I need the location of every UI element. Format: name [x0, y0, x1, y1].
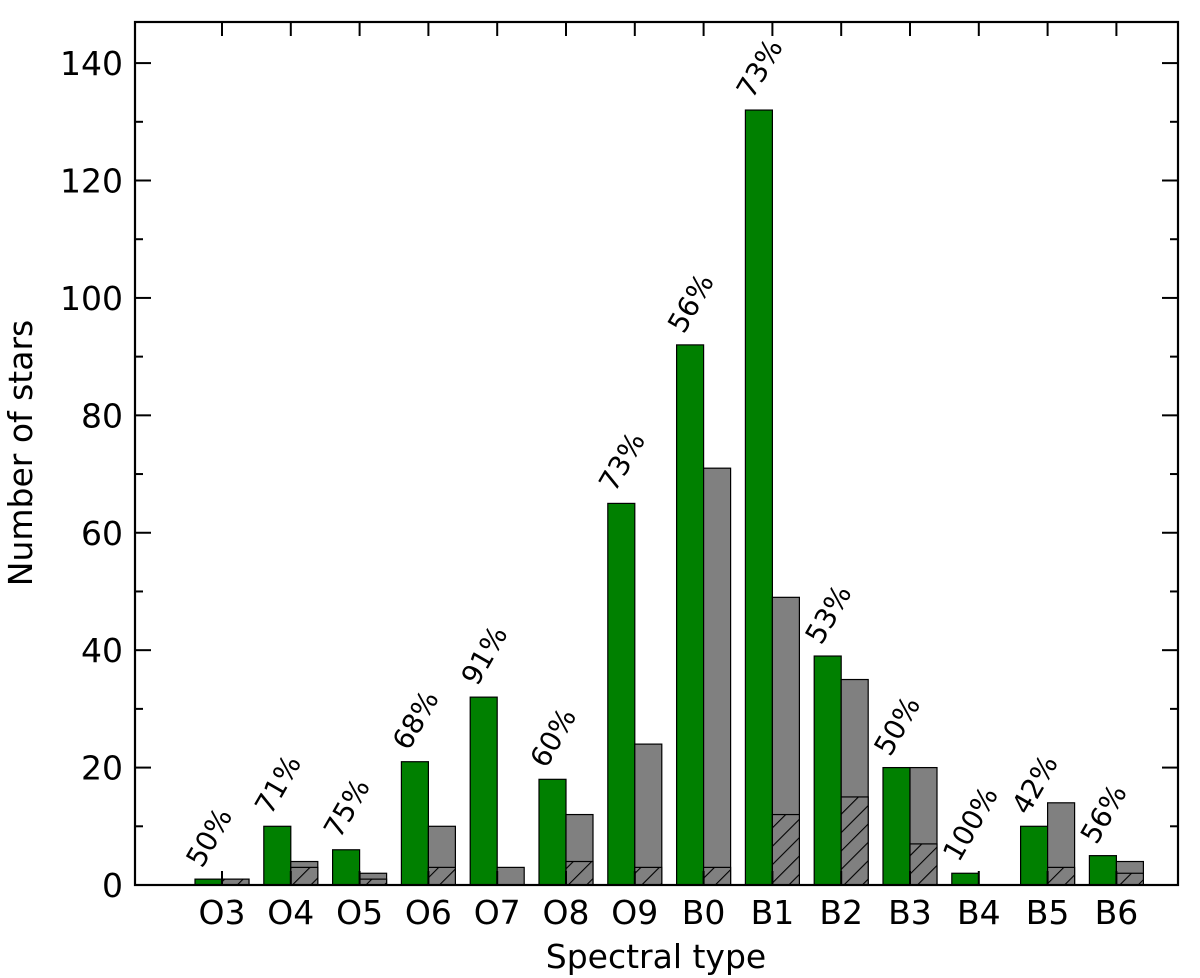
y-tick-label: 140 [60, 44, 123, 83]
plot-frame [133, 20, 1180, 887]
x-tick-label: O6 [405, 893, 452, 932]
y-tick-label: 120 [60, 162, 123, 201]
x-tick-label: B6 [1095, 893, 1139, 932]
ticks-layer [135, 22, 1178, 886]
bar-hatched-O8 [565, 860, 594, 886]
bar-green-B4 [951, 872, 980, 886]
x-tick-label: O8 [543, 893, 590, 932]
bar-hatched-B0 [702, 866, 732, 886]
bar-green-B0 [675, 344, 705, 886]
x-tick-label: O4 [267, 893, 314, 932]
x-axis-title: Spectral type [546, 937, 766, 976]
percentage-label: 75% [317, 773, 377, 843]
percentage-label: 91% [455, 620, 515, 690]
x-tick-label: B3 [888, 893, 932, 932]
bar-gray-O9 [634, 743, 663, 886]
x-tick-label: B2 [819, 893, 863, 932]
x-tick-label: O3 [199, 893, 246, 932]
bars-layer [194, 109, 1145, 886]
bar-green-B3 [882, 766, 911, 886]
percentage-label: 56% [1074, 779, 1134, 849]
bar-hatched-O6 [427, 866, 456, 886]
bar-green-B5 [1019, 825, 1049, 886]
y-tick-label: 20 [81, 749, 123, 788]
y-axis-title: Number of stars [1, 320, 40, 586]
percentage-label: 100% [936, 781, 1005, 867]
bar-hatched-B3 [909, 843, 938, 886]
bar-green-O5 [332, 849, 361, 886]
x-tick-label: O7 [474, 893, 521, 932]
bar-hatched-B5 [1046, 866, 1076, 886]
bar-gray-B0 [702, 467, 732, 886]
bar-hatched-B2 [840, 796, 869, 886]
y-tick-label: 100 [60, 279, 123, 318]
labels-layer: O3 50% O4 71% O5 75% O6 68% O7 91% O8 60% O9 73% B0 56%… [60, 33, 1138, 932]
bar-hatched-O4 [290, 866, 319, 886]
bar-hatched-B6 [1115, 872, 1145, 886]
percentage-label: 53% [799, 579, 859, 649]
x-tick-label: B1 [751, 893, 795, 932]
bar-green-B6 [1088, 855, 1118, 886]
x-tick-label: B0 [682, 893, 726, 932]
bar-gray-O7 [496, 866, 525, 886]
y-tick-label: 0 [102, 866, 123, 905]
x-tick-label: B4 [957, 893, 1001, 932]
percentage-label: 71% [248, 749, 308, 819]
bar-hatched-O9 [634, 866, 663, 886]
percentage-label: 56% [661, 268, 721, 338]
bar-green-O7 [469, 696, 498, 886]
bar-green-B1 [744, 109, 774, 886]
percentage-label: 60% [523, 702, 583, 772]
y-tick-label: 80 [81, 396, 123, 435]
percentage-label: 73% [730, 33, 790, 103]
x-tick-label: O5 [336, 893, 383, 932]
bar-green-O8 [538, 778, 567, 886]
x-tick-label: O9 [611, 893, 658, 932]
bar-green-O6 [400, 761, 429, 886]
bar-green-O9 [607, 502, 636, 886]
bar-green-O4 [263, 825, 292, 886]
percentage-label: 50% [179, 802, 239, 872]
percentage-label: 50% [867, 691, 927, 761]
percentage-label: 68% [386, 685, 446, 755]
bar-green-B2 [813, 655, 842, 886]
bar-hatched-B1 [771, 813, 801, 886]
percentage-label: 73% [592, 427, 652, 497]
x-tick-label: B5 [1026, 893, 1070, 932]
y-tick-label: 60 [81, 514, 123, 553]
y-tick-label: 40 [81, 631, 123, 670]
